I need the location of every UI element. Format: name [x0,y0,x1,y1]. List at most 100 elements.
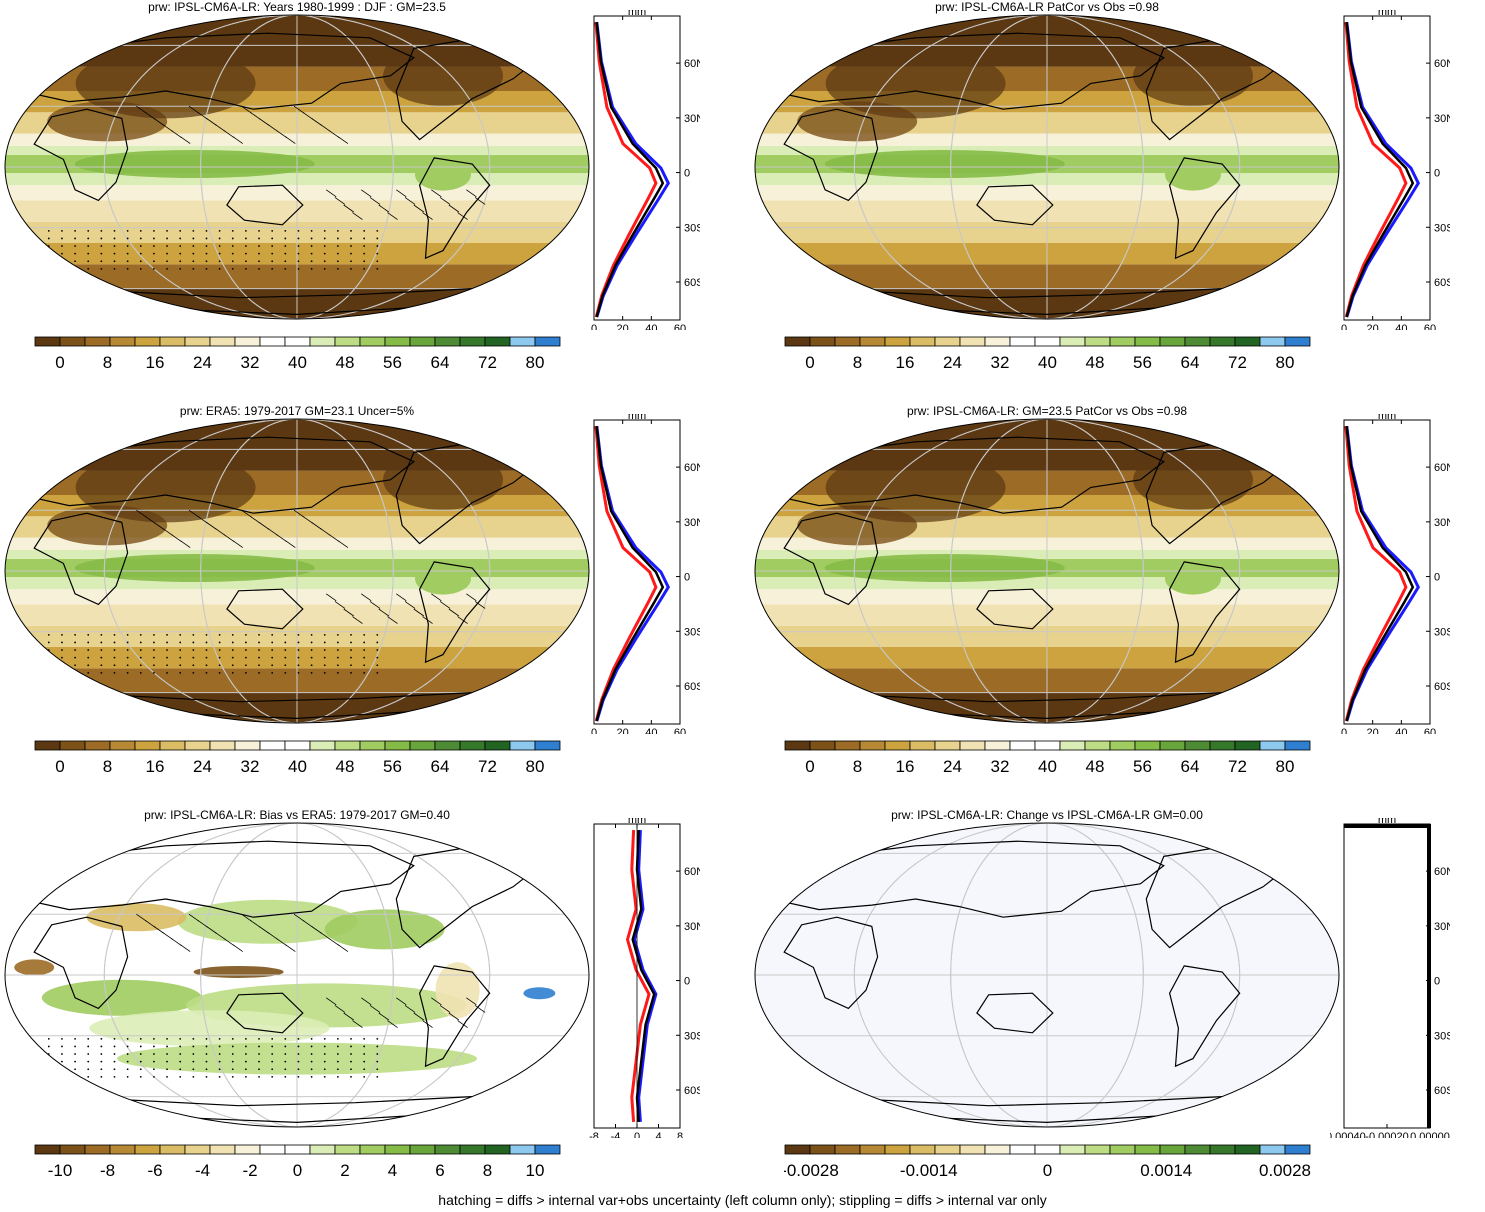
colorbar-swatch [809,336,836,347]
colorbar-label: 16 [896,353,915,372]
map-panel: prw: IPSL-CM6A-LR: GM=23.5 PatCor vs Obs… [750,404,1485,808]
colorbar-swatch [1184,1144,1211,1155]
colorbar-label: -0.0028 [784,1161,839,1180]
colorbar-swatch [1259,336,1286,347]
colorbar-swatch [259,740,286,751]
lat-tick-label: 30N [684,517,700,529]
colorbar-label: 56 [1133,757,1152,776]
profile-x-tick-label: 40 [1395,727,1407,734]
lat-tick-label: 30N [1434,921,1450,933]
lat-tick-label: 0 [684,572,690,584]
colorbar-label: 72 [1228,757,1247,776]
colorbar-label: 80 [1276,757,1295,776]
profile-unit-label: mm [628,818,646,826]
profile-x-tick-label: 0 [634,1131,640,1138]
colorbar-label: 48 [1086,757,1105,776]
colorbar-label: 8 [103,757,112,776]
lat-tick-label: 0 [1434,572,1440,584]
profile-x-tick-label: 40 [1395,323,1407,330]
colorbar-label: 24 [193,353,212,372]
colorbar-swatch [884,336,911,347]
map-robinson [754,14,1340,320]
colorbar-swatch [859,336,886,347]
colorbar-swatch [184,336,211,347]
colorbar-swatch [1159,740,1186,751]
colorbar-swatch [384,336,411,347]
profile-x-tick-label: 60 [1424,323,1436,330]
colorbar-swatch [284,740,311,751]
colorbar-swatch [784,336,811,347]
colorbar-swatch [334,740,361,751]
colorbar: 0 8 16 24 32 40 48 56 64 72 80 [34,336,561,372]
zonal-mean-profile: mm 60N 30N 0 30S 60S 0 20 40 60 [591,414,700,734]
colorbar-swatch [234,336,261,347]
colorbar-label: 72 [478,353,497,372]
colorbar-swatch [284,336,311,347]
colorbar-swatch [984,1144,1011,1155]
colorbar-swatch [834,740,861,751]
profile-x-tick-label: 0.00000 [1410,1131,1450,1138]
lat-tick-label: 60N [1434,866,1450,878]
colorbar-label: 40 [1038,757,1057,776]
lat-tick-label: 30S [1434,222,1450,234]
colorbar-swatch [209,740,236,751]
lat-tick-label: 30S [684,1030,700,1042]
colorbar-label: 56 [383,353,402,372]
colorbar-label: 32 [241,353,260,372]
colorbar-label: 64 [431,353,450,372]
zonal-mean-profile: mm 60N 30N 0 30S 60S 0 20 40 60 [1341,10,1450,330]
map-panel: prw: ERA5: 1979-2017 GM=23.1 Uncer=5% mm 6… [0,404,742,808]
colorbar-label: 80 [526,757,545,776]
colorbar-swatch [359,1144,386,1155]
colorbar-label: 32 [991,353,1010,372]
colorbar-swatch [834,336,861,347]
lat-tick-label: 60S [684,681,700,693]
profile-x-tick-label: 20 [1367,727,1379,734]
colorbar-swatch [84,1144,111,1155]
profile-unit-label: mm [1378,818,1396,826]
lat-tick-label: 30N [684,113,700,125]
colorbar-swatch [1284,336,1311,347]
zonal-mean-profile: mm 60N 30N 0 30S 60S 0 20 40 60 [591,10,700,330]
colorbar-swatch [1159,1144,1186,1155]
colorbar-swatch [434,336,461,347]
colorbar-swatch [159,740,186,751]
colorbar-swatch [234,1144,261,1155]
colorbar-swatch [184,1144,211,1155]
colorbar-swatch [784,740,811,751]
colorbar-swatch [1159,336,1186,347]
colorbar-swatch [509,740,536,751]
colorbar-swatch [59,336,86,347]
lat-tick-label: 30S [684,626,700,638]
colorbar-swatch [434,1144,461,1155]
colorbar-swatch [84,740,111,751]
colorbar-label: 32 [991,757,1010,776]
lat-tick-label: 60N [1434,58,1450,70]
colorbar-label: 24 [943,353,962,372]
colorbar-label: 16 [146,757,165,776]
map-robinson [4,418,590,724]
panel-title: prw: IPSL-CM6A-LR: Change vs IPSL-CM6A-L… [891,808,1203,822]
colorbar-swatch [1134,1144,1161,1155]
colorbar-swatch [84,336,111,347]
profile-unit-label: mm [1378,10,1396,18]
colorbar-label: 72 [1228,353,1247,372]
colorbar-swatch [809,1144,836,1155]
colorbar-label: 0.0028 [1259,1161,1311,1180]
colorbar-swatch [359,740,386,751]
profile-x-tick-label: 0 [591,323,597,330]
lat-tick-label: 0 [1434,168,1440,180]
map-panel: prw: IPSL-CM6A-LR PatCor vs Obs =0.98 mm 6… [750,0,1485,404]
colorbar-label: 48 [336,353,355,372]
colorbar-swatch [284,1144,311,1155]
colorbar-label: -10 [48,1161,73,1180]
lat-tick-label: 0 [1434,976,1440,988]
map-panel: prw: IPSL-CM6A-LR: Change vs IPSL-CM6A-L… [750,808,1485,1212]
colorbar-swatch [434,740,461,751]
colorbar-swatch [109,1144,136,1155]
colorbar-swatch [409,336,436,347]
colorbar-swatch [534,336,561,347]
colorbar-swatch [1109,740,1136,751]
colorbar-swatch [309,740,336,751]
lat-tick-label: 30S [684,222,700,234]
